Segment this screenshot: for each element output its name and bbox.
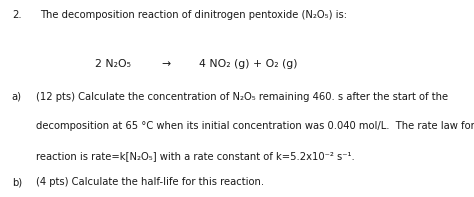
Text: decomposition at 65 °C when its initial concentration was 0.040 mol/L.  The rate: decomposition at 65 °C when its initial … bbox=[36, 121, 474, 131]
Text: 2.: 2. bbox=[12, 10, 21, 20]
Text: b): b) bbox=[12, 177, 22, 187]
Text: 4 NO₂ (g) + O₂ (g): 4 NO₂ (g) + O₂ (g) bbox=[199, 59, 298, 69]
Text: The decomposition reaction of dinitrogen pentoxide (N₂O₅) is:: The decomposition reaction of dinitrogen… bbox=[40, 10, 347, 20]
Text: (4 pts) Calculate the half-life for this reaction.: (4 pts) Calculate the half-life for this… bbox=[36, 177, 264, 187]
Text: 2 N₂O₅: 2 N₂O₅ bbox=[95, 59, 131, 69]
Text: →: → bbox=[161, 59, 170, 69]
Text: reaction is rate=k[N₂O₅] with a rate constant of k=5.2x10⁻² s⁻¹.: reaction is rate=k[N₂O₅] with a rate con… bbox=[36, 151, 354, 161]
Text: (12 pts) Calculate the concentration of N₂O₅ remaining 460. s after the start of: (12 pts) Calculate the concentration of … bbox=[36, 92, 447, 102]
Text: a): a) bbox=[12, 92, 22, 102]
